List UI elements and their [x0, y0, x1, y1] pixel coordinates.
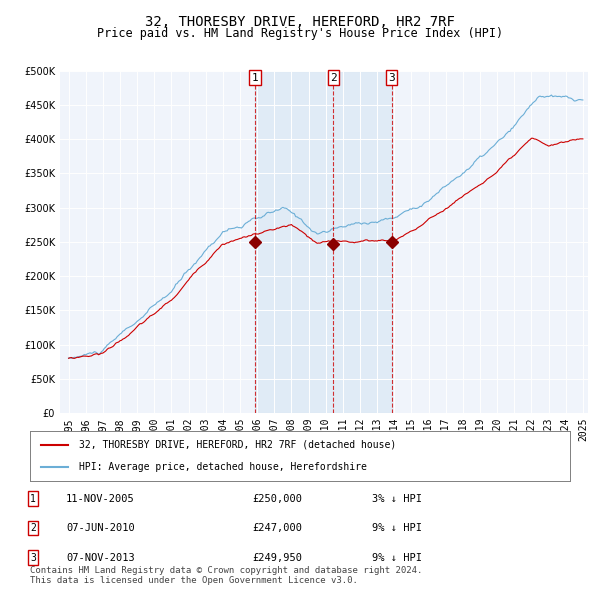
- Text: 9% ↓ HPI: 9% ↓ HPI: [372, 553, 422, 562]
- Text: 1: 1: [251, 73, 258, 83]
- Text: 07-JUN-2010: 07-JUN-2010: [66, 523, 135, 533]
- Text: 9% ↓ HPI: 9% ↓ HPI: [372, 523, 422, 533]
- Bar: [255, 71, 392, 413]
- Text: 3: 3: [388, 73, 395, 83]
- Text: 3% ↓ HPI: 3% ↓ HPI: [372, 494, 422, 503]
- Text: £250,000: £250,000: [252, 494, 302, 503]
- Text: 07-NOV-2013: 07-NOV-2013: [66, 553, 135, 562]
- Text: Price paid vs. HM Land Registry's House Price Index (HPI): Price paid vs. HM Land Registry's House …: [97, 27, 503, 40]
- Text: 1: 1: [30, 494, 36, 503]
- Text: This data is licensed under the Open Government Licence v3.0.: This data is licensed under the Open Gov…: [30, 576, 358, 585]
- Text: 11-NOV-2005: 11-NOV-2005: [66, 494, 135, 503]
- Text: Contains HM Land Registry data © Crown copyright and database right 2024.: Contains HM Land Registry data © Crown c…: [30, 566, 422, 575]
- Text: 32, THORESBY DRIVE, HEREFORD, HR2 7RF: 32, THORESBY DRIVE, HEREFORD, HR2 7RF: [145, 15, 455, 29]
- Text: £249,950: £249,950: [252, 553, 302, 562]
- Text: 2: 2: [30, 523, 36, 533]
- Text: 2: 2: [330, 73, 337, 83]
- Text: 32, THORESBY DRIVE, HEREFORD, HR2 7RF (detached house): 32, THORESBY DRIVE, HEREFORD, HR2 7RF (d…: [79, 440, 396, 450]
- Text: HPI: Average price, detached house, Herefordshire: HPI: Average price, detached house, Here…: [79, 462, 367, 472]
- Text: £247,000: £247,000: [252, 523, 302, 533]
- Text: 3: 3: [30, 553, 36, 562]
